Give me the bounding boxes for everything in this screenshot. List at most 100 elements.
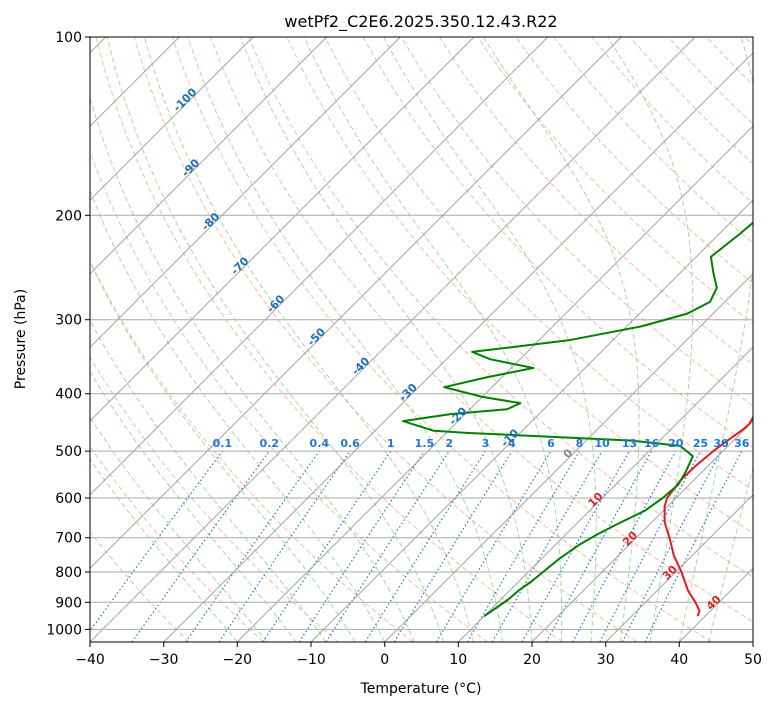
moist-adiabat-line bbox=[187, 37, 503, 642]
x-tick-label: 50 bbox=[744, 652, 762, 668]
mixing-ratio-label: 0.4 bbox=[310, 437, 330, 450]
moist-adiabat-line bbox=[708, 466, 753, 642]
isotherm-line bbox=[90, 37, 622, 569]
plot-frame bbox=[89, 36, 754, 643]
mixing-ratio-line bbox=[393, 450, 513, 642]
plot-area: 0.1 0.2 0.4 0.6 1 1.5 2 3 4 6 8 10 13 16 20 25 30 36-100-… bbox=[90, 37, 753, 642]
isotherms bbox=[90, 37, 753, 642]
y-tick-label: 800 bbox=[55, 565, 82, 581]
isotherm-line bbox=[236, 125, 753, 642]
moist-adiabat-line bbox=[106, 37, 445, 642]
mixing-ratio-label: 20 bbox=[668, 437, 684, 450]
mixing-ratio-line bbox=[185, 450, 320, 642]
dry-adiabat-line bbox=[171, 37, 712, 642]
mixing-ratio-line bbox=[262, 450, 392, 642]
x-tick-label: 30 bbox=[597, 652, 615, 668]
isotherm-line bbox=[163, 52, 753, 642]
chart-title: wetPf2_C2E6.2025.350.12.43.R22 bbox=[284, 12, 557, 32]
moist-adiabat-line bbox=[90, 260, 356, 642]
isotherm-line bbox=[90, 37, 401, 348]
mixing-ratio-line bbox=[545, 450, 653, 642]
dry-adiabat-line bbox=[90, 150, 488, 642]
mixing-ratio-line bbox=[572, 450, 677, 642]
profile-series bbox=[402, 221, 753, 618]
mixing-ratio-line bbox=[90, 450, 223, 632]
moist-adiabat-line bbox=[607, 37, 694, 642]
mixing-ratio-label: 36 bbox=[734, 437, 750, 450]
dry-adiabat-line bbox=[90, 356, 339, 642]
x-axis: −40 −30 −20 −10 0 10 20 30 40 50 bbox=[75, 642, 762, 668]
y-tick-label: 900 bbox=[55, 595, 82, 611]
moist-adiabat-line bbox=[90, 189, 386, 642]
isotherm-line bbox=[90, 37, 696, 642]
x-axis-label: Temperature (°C) bbox=[360, 681, 482, 697]
x-tick-label: −10 bbox=[296, 652, 326, 668]
mixing-ratio-label: 2 bbox=[445, 437, 453, 450]
mixing-ratio-label: 1.5 bbox=[415, 437, 435, 450]
moist-adiabat-line bbox=[482, 37, 640, 642]
mixing-ratio-label: 0.6 bbox=[340, 437, 360, 450]
dry-adiabat-line bbox=[90, 531, 190, 642]
x-tick-label: −20 bbox=[223, 652, 253, 668]
moist-adiabat-line bbox=[90, 319, 327, 642]
y-tick-label: 300 bbox=[55, 313, 82, 329]
mixing-ratio-line bbox=[131, 450, 270, 642]
moist-adiabat-line bbox=[90, 416, 268, 642]
y-tick-label: 100 bbox=[55, 30, 82, 46]
isotherm-line bbox=[457, 346, 753, 642]
x-tick-label: −30 bbox=[149, 652, 179, 668]
y-tick-label: 1000 bbox=[46, 622, 82, 638]
y-tick-label: 600 bbox=[55, 491, 82, 507]
x-tick-label: 40 bbox=[670, 652, 688, 668]
moist-adiabat-line bbox=[143, 37, 474, 642]
dry-adiabat-line bbox=[515, 37, 753, 284]
x-tick-label: 10 bbox=[449, 652, 467, 668]
dry-adiabat-line bbox=[400, 37, 753, 407]
mixing-ratio-label: 0.1 bbox=[213, 437, 233, 450]
mixing-ratio-line bbox=[521, 450, 631, 642]
mixing-ratio-label: 4 bbox=[508, 437, 516, 450]
y-tick-label: 200 bbox=[55, 208, 82, 224]
y-tick-label: 400 bbox=[55, 387, 82, 403]
mixing-ratio-label: 16 bbox=[644, 437, 660, 450]
dry-adiabat-line bbox=[210, 37, 753, 623]
moist-adiabat-line bbox=[383, 37, 597, 642]
mixing-ratio-label: 25 bbox=[693, 437, 708, 450]
isobars bbox=[90, 37, 753, 630]
mixing-ratio-label: 1 bbox=[387, 437, 395, 450]
mixing-ratio-line bbox=[325, 450, 450, 642]
moist-adiabats bbox=[90, 37, 753, 642]
mixing-ratio-line bbox=[218, 450, 351, 642]
dry-adiabat-line bbox=[90, 445, 264, 642]
y-axis: 100 200 300 400 500 600 700 800 900 1000 bbox=[46, 30, 90, 638]
mixing-ratio-label: 6 bbox=[547, 437, 555, 450]
dry-adiabat-line bbox=[95, 37, 563, 642]
isotherm-line bbox=[310, 199, 753, 642]
isotherm-line bbox=[90, 37, 328, 275]
mixing-ratio-label: 3 bbox=[482, 437, 490, 450]
dry-adiabat-line bbox=[248, 37, 753, 578]
temperature-profile-line bbox=[663, 415, 753, 617]
moist-adiabat-line bbox=[90, 458, 238, 642]
isotherm-line bbox=[90, 37, 549, 496]
moist-adiabat-line bbox=[239, 37, 533, 642]
dry-adiabat-line bbox=[133, 37, 638, 642]
mixing-ratio-label: 30 bbox=[713, 437, 729, 450]
y-axis-label: Pressure (hPa) bbox=[13, 289, 29, 389]
isotherm-line bbox=[531, 420, 753, 642]
isotherm-line bbox=[384, 273, 753, 642]
mixing-ratio-label: 0.2 bbox=[260, 437, 280, 450]
x-tick-label: 0 bbox=[380, 652, 389, 668]
dry-adiabat-line bbox=[438, 37, 753, 366]
mixing-ratio-label: 13 bbox=[622, 437, 637, 450]
dewpoint-profile-line bbox=[402, 221, 753, 618]
x-tick-label: 20 bbox=[523, 652, 541, 668]
y-tick-label: 700 bbox=[55, 531, 82, 547]
mixing-ratio-label: 10 bbox=[594, 437, 610, 450]
isotherm-line bbox=[90, 37, 254, 201]
moist-adiabat-line bbox=[678, 37, 753, 642]
isotherm-line bbox=[90, 37, 475, 422]
moist-adiabat-line bbox=[303, 37, 563, 642]
